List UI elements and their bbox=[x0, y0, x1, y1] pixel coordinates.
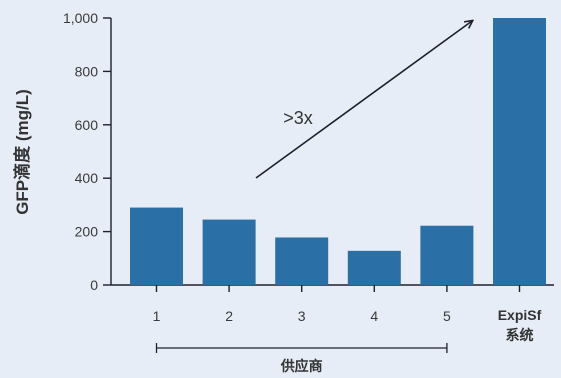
y-tick-label: 1,000 bbox=[63, 10, 98, 26]
x-tick-label: 4 bbox=[370, 308, 378, 324]
x-tick-label: 3 bbox=[298, 308, 306, 324]
bar-1 bbox=[130, 207, 183, 285]
x-tick-label: 2 bbox=[225, 308, 233, 324]
y-tick-label: 600 bbox=[75, 117, 99, 133]
bar-5 bbox=[420, 225, 474, 285]
x-tick-label: 1 bbox=[153, 308, 161, 324]
bar-expisf bbox=[493, 18, 546, 285]
trend-arrow bbox=[255, 21, 472, 179]
bar-3 bbox=[275, 237, 329, 285]
bars bbox=[130, 18, 546, 285]
x-tick-label: 5 bbox=[443, 308, 451, 324]
y-tick-label: 0 bbox=[90, 277, 98, 293]
x-tick-sublabel: 系统 bbox=[506, 327, 534, 343]
bar-2 bbox=[202, 219, 256, 285]
annotations: >3x 供应商 bbox=[155, 21, 473, 374]
y-axis-label: GFP滴度 (mg/L) bbox=[12, 89, 32, 215]
bar-4 bbox=[347, 250, 401, 285]
tick-labels: 0 200 400 600 800 1,000 1 2 3 4 5 ExpiSf 系统 bbox=[63, 10, 542, 343]
annotation-label: >3x bbox=[283, 108, 313, 128]
y-tick-label: 800 bbox=[75, 63, 99, 79]
axes bbox=[103, 17, 554, 292]
y-tick-label: 200 bbox=[75, 224, 99, 240]
x-tick-label: ExpiSf bbox=[498, 307, 542, 323]
group-label: 供应商 bbox=[280, 358, 323, 374]
y-tick-label: 400 bbox=[75, 170, 99, 186]
